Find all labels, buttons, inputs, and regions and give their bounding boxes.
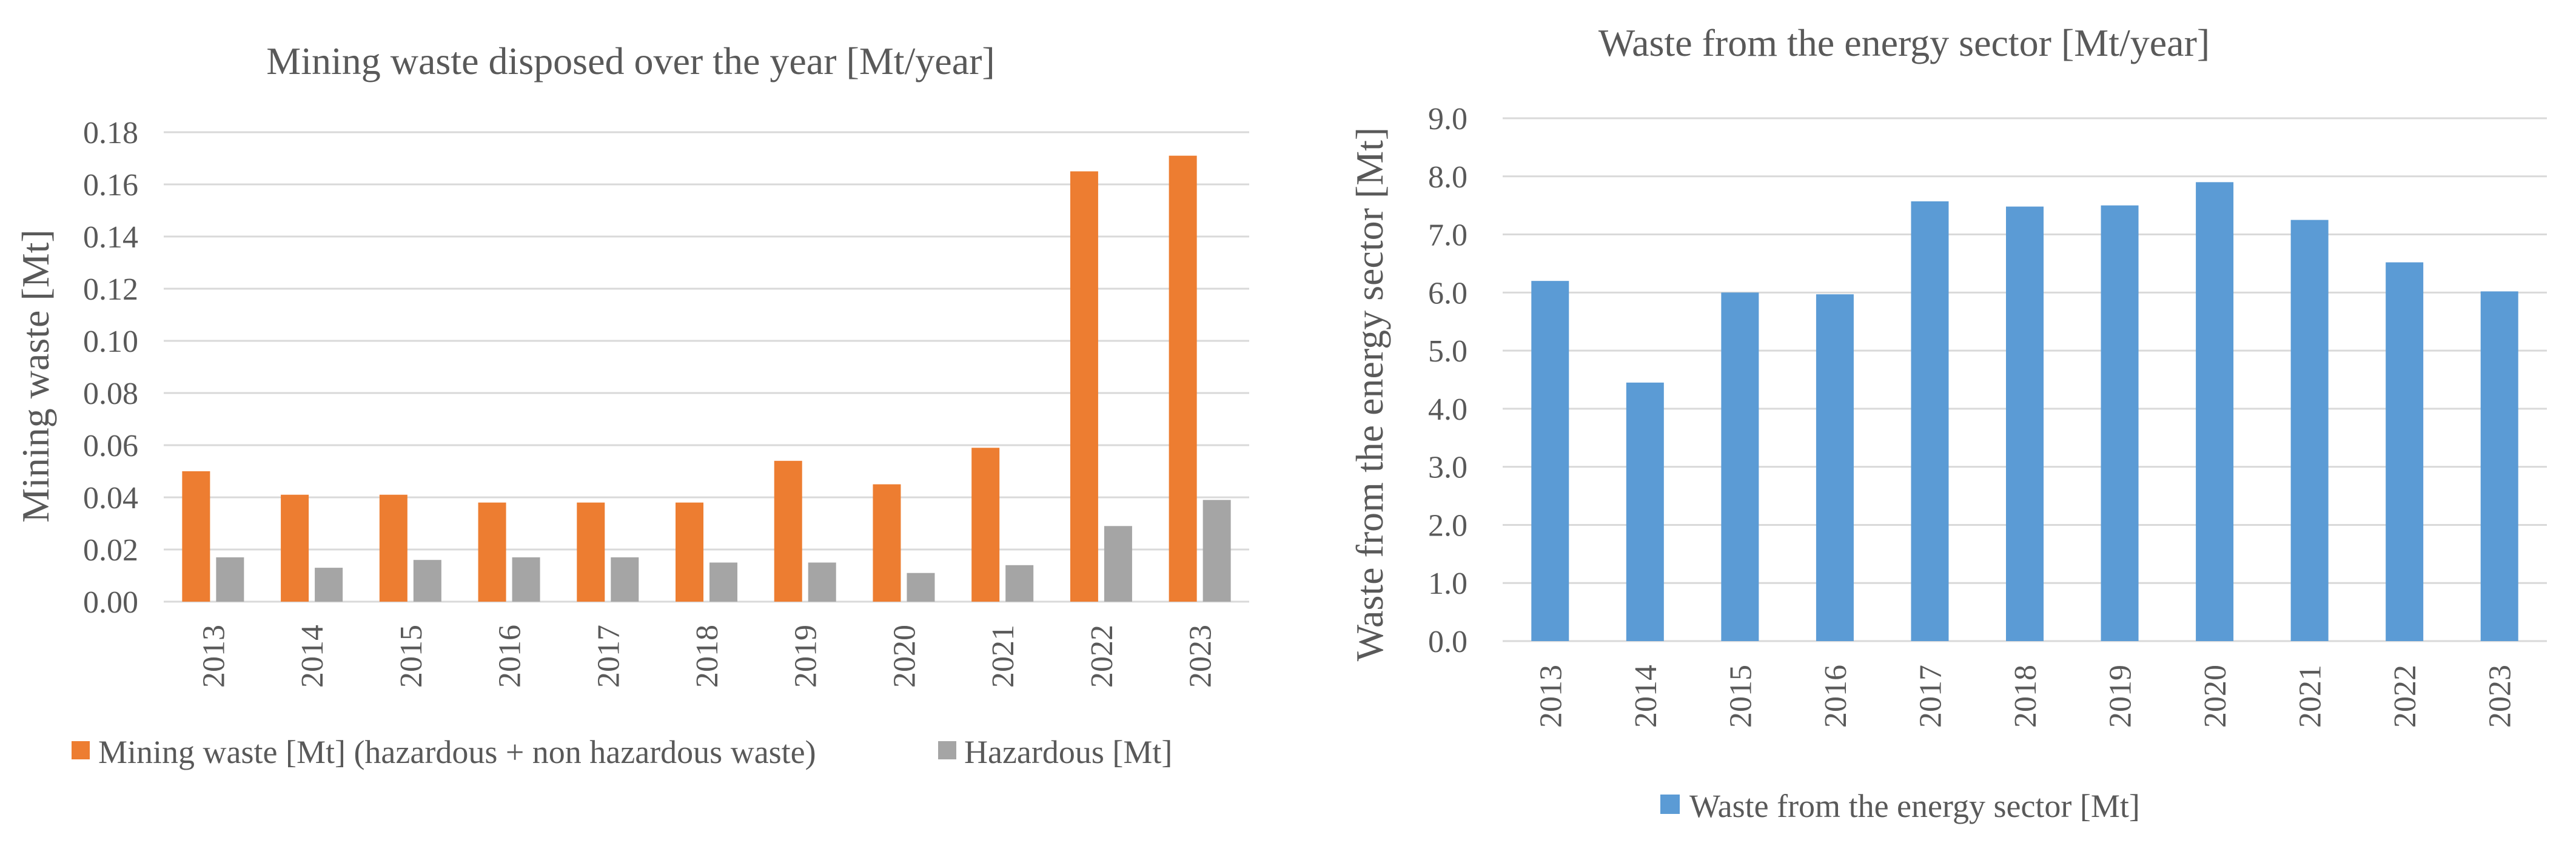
chart1-y-tick-label: 0.00 (83, 585, 138, 620)
chart1-legend-hazardous-swatch (938, 741, 956, 759)
chart2-bar-energy-2013 (1531, 281, 1569, 642)
chart1-title: Mining waste disposed over the year [Mt/… (266, 39, 995, 82)
chart1-bar-mining-2019 (774, 460, 802, 602)
chart2-y-tick-label: 4.0 (1428, 392, 1467, 427)
chart1-x-tick-label: 2015 (394, 625, 429, 688)
chart2-legend-energy-label: Waste from the energy sector [Mt] (1689, 788, 2140, 824)
chart2-x-tick-label: 2021 (2293, 665, 2328, 728)
mining-waste-chart: Mining waste disposed over the year [Mt/… (14, 39, 1249, 770)
chart1-bar-hazardous-2014 (315, 568, 343, 602)
chart1-bar-hazardous-2022 (1104, 526, 1132, 602)
chart2-bar-energy-2019 (2101, 205, 2139, 642)
chart1-y-tick-label: 0.10 (83, 324, 138, 359)
chart2-bar-energy-2023 (2480, 291, 2518, 641)
chart1-x-tick-label: 2014 (295, 625, 330, 688)
chart1-bar-hazardous-2020 (907, 573, 935, 602)
chart1-bar-hazardous-2013 (216, 557, 244, 602)
chart1-bar-mining-2016 (478, 502, 506, 602)
chart1-y-tick-label: 0.16 (83, 168, 138, 203)
chart2-x-tick-label: 2016 (1819, 665, 1853, 728)
chart2-y-tick-label: 6.0 (1428, 276, 1467, 311)
chart2-x-tick-label: 2014 (1629, 665, 1663, 728)
chart1-y-tick-label: 0.12 (83, 272, 138, 307)
chart2-legend-energy-swatch (1660, 795, 1680, 814)
chart2-bar-energy-2018 (2006, 206, 2044, 641)
chart1-x-tick-label: 2023 (1184, 625, 1218, 688)
chart2-y-axis-label: Waste from the energy sector [Mt] (1348, 127, 1391, 661)
chart1-bar-mining-2022 (1070, 171, 1098, 602)
chart1-x-tick-label: 2017 (591, 625, 626, 688)
chart2-bar-energy-2017 (1911, 201, 1949, 641)
chart1-bar-mining-2020 (873, 484, 901, 602)
chart2-x-tick-label: 2019 (2104, 665, 2138, 728)
chart1-x-tick-label: 2020 (887, 625, 922, 688)
chart1-x-tick-label: 2013 (196, 625, 231, 688)
chart2-x-tick-label: 2013 (1534, 665, 1568, 728)
chart2-y-tick-label: 8.0 (1428, 160, 1467, 195)
chart1-y-tick-label: 0.02 (83, 533, 138, 568)
chart1-x-tick-label: 2019 (789, 625, 823, 688)
chart1-bar-mining-2023 (1169, 155, 1197, 602)
chart2-bar-energy-2020 (2196, 182, 2234, 641)
chart1-x-tick-label: 2021 (986, 625, 1021, 688)
chart1-bar-hazardous-2015 (413, 560, 441, 602)
chart1-y-axis-label: Mining waste [Mt] (14, 229, 57, 523)
chart1-legend-mining-label: Mining waste [Mt] (hazardous + non hazar… (98, 734, 816, 770)
chart1-x-tick-label: 2022 (1085, 625, 1119, 688)
chart1-bar-mining-2013 (182, 471, 210, 602)
chart1-legend-mining-swatch (72, 741, 90, 759)
chart1-x-tick-label: 2016 (493, 625, 528, 688)
chart1-bar-hazardous-2016 (512, 557, 540, 602)
chart2-x-tick-label: 2020 (2198, 665, 2233, 728)
chart2-x-tick-label: 2023 (2483, 665, 2518, 728)
chart2-x-tick-label: 2018 (2008, 665, 2043, 728)
chart2-y-tick-label: 2.0 (1428, 508, 1467, 543)
chart2-x-tick-label: 2015 (1723, 665, 1758, 728)
chart1-bar-hazardous-2017 (611, 557, 639, 602)
chart1-x-tick-label: 2018 (690, 625, 725, 688)
chart2-title: Waste from the energy sector [Mt/year] (1598, 21, 2210, 64)
chart1-bar-mining-2018 (676, 502, 703, 602)
chart1-bar-mining-2017 (577, 502, 605, 602)
chart2-bar-energy-2021 (2290, 220, 2329, 642)
chart1-y-tick-label: 0.04 (83, 481, 138, 516)
chart1-bar-mining-2021 (971, 448, 1000, 602)
chart2-bar-energy-2022 (2386, 262, 2424, 641)
chart1-legend: Mining waste [Mt] (hazardous + non hazar… (72, 734, 1172, 770)
chart1-bar-mining-2015 (379, 494, 408, 602)
chart2-y-tick-label: 9.0 (1428, 102, 1467, 136)
chart1-bar-mining-2014 (281, 494, 309, 602)
chart1-legend-hazardous-label: Hazardous [Mt] (964, 734, 1172, 770)
chart1-y-tick-label: 0.08 (83, 377, 138, 411)
chart1-y-tick-label: 0.18 (83, 116, 138, 150)
chart1-y-tick-label: 0.06 (83, 429, 138, 463)
chart2-bar-energy-2014 (1626, 382, 1664, 641)
chart2-bar-energy-2015 (1721, 292, 1759, 641)
chart2-x-tick-label: 2022 (2388, 665, 2423, 728)
chart1-bar-hazardous-2019 (808, 562, 836, 602)
chart2-x-tick-label: 2017 (1913, 665, 1948, 728)
chart2-y-tick-label: 7.0 (1428, 218, 1467, 253)
chart1-bar-hazardous-2023 (1202, 500, 1231, 602)
chart1-y-tick-label: 0.14 (83, 220, 138, 255)
chart2-y-tick-label: 3.0 (1428, 451, 1467, 485)
chart2-y-tick-label: 1.0 (1428, 566, 1467, 601)
chart1-bar-hazardous-2021 (1005, 565, 1034, 602)
chart2-y-tick-label: 5.0 (1428, 334, 1467, 369)
chart2-legend: Waste from the energy sector [Mt] (1660, 788, 2140, 824)
chart2-y-tick-label: 0.0 (1428, 625, 1467, 659)
chart2-bar-energy-2016 (1816, 294, 1854, 641)
energy-waste-chart: Waste from the energy sector [Mt/year] W… (1348, 21, 2547, 824)
chart1-bar-hazardous-2018 (709, 562, 737, 602)
